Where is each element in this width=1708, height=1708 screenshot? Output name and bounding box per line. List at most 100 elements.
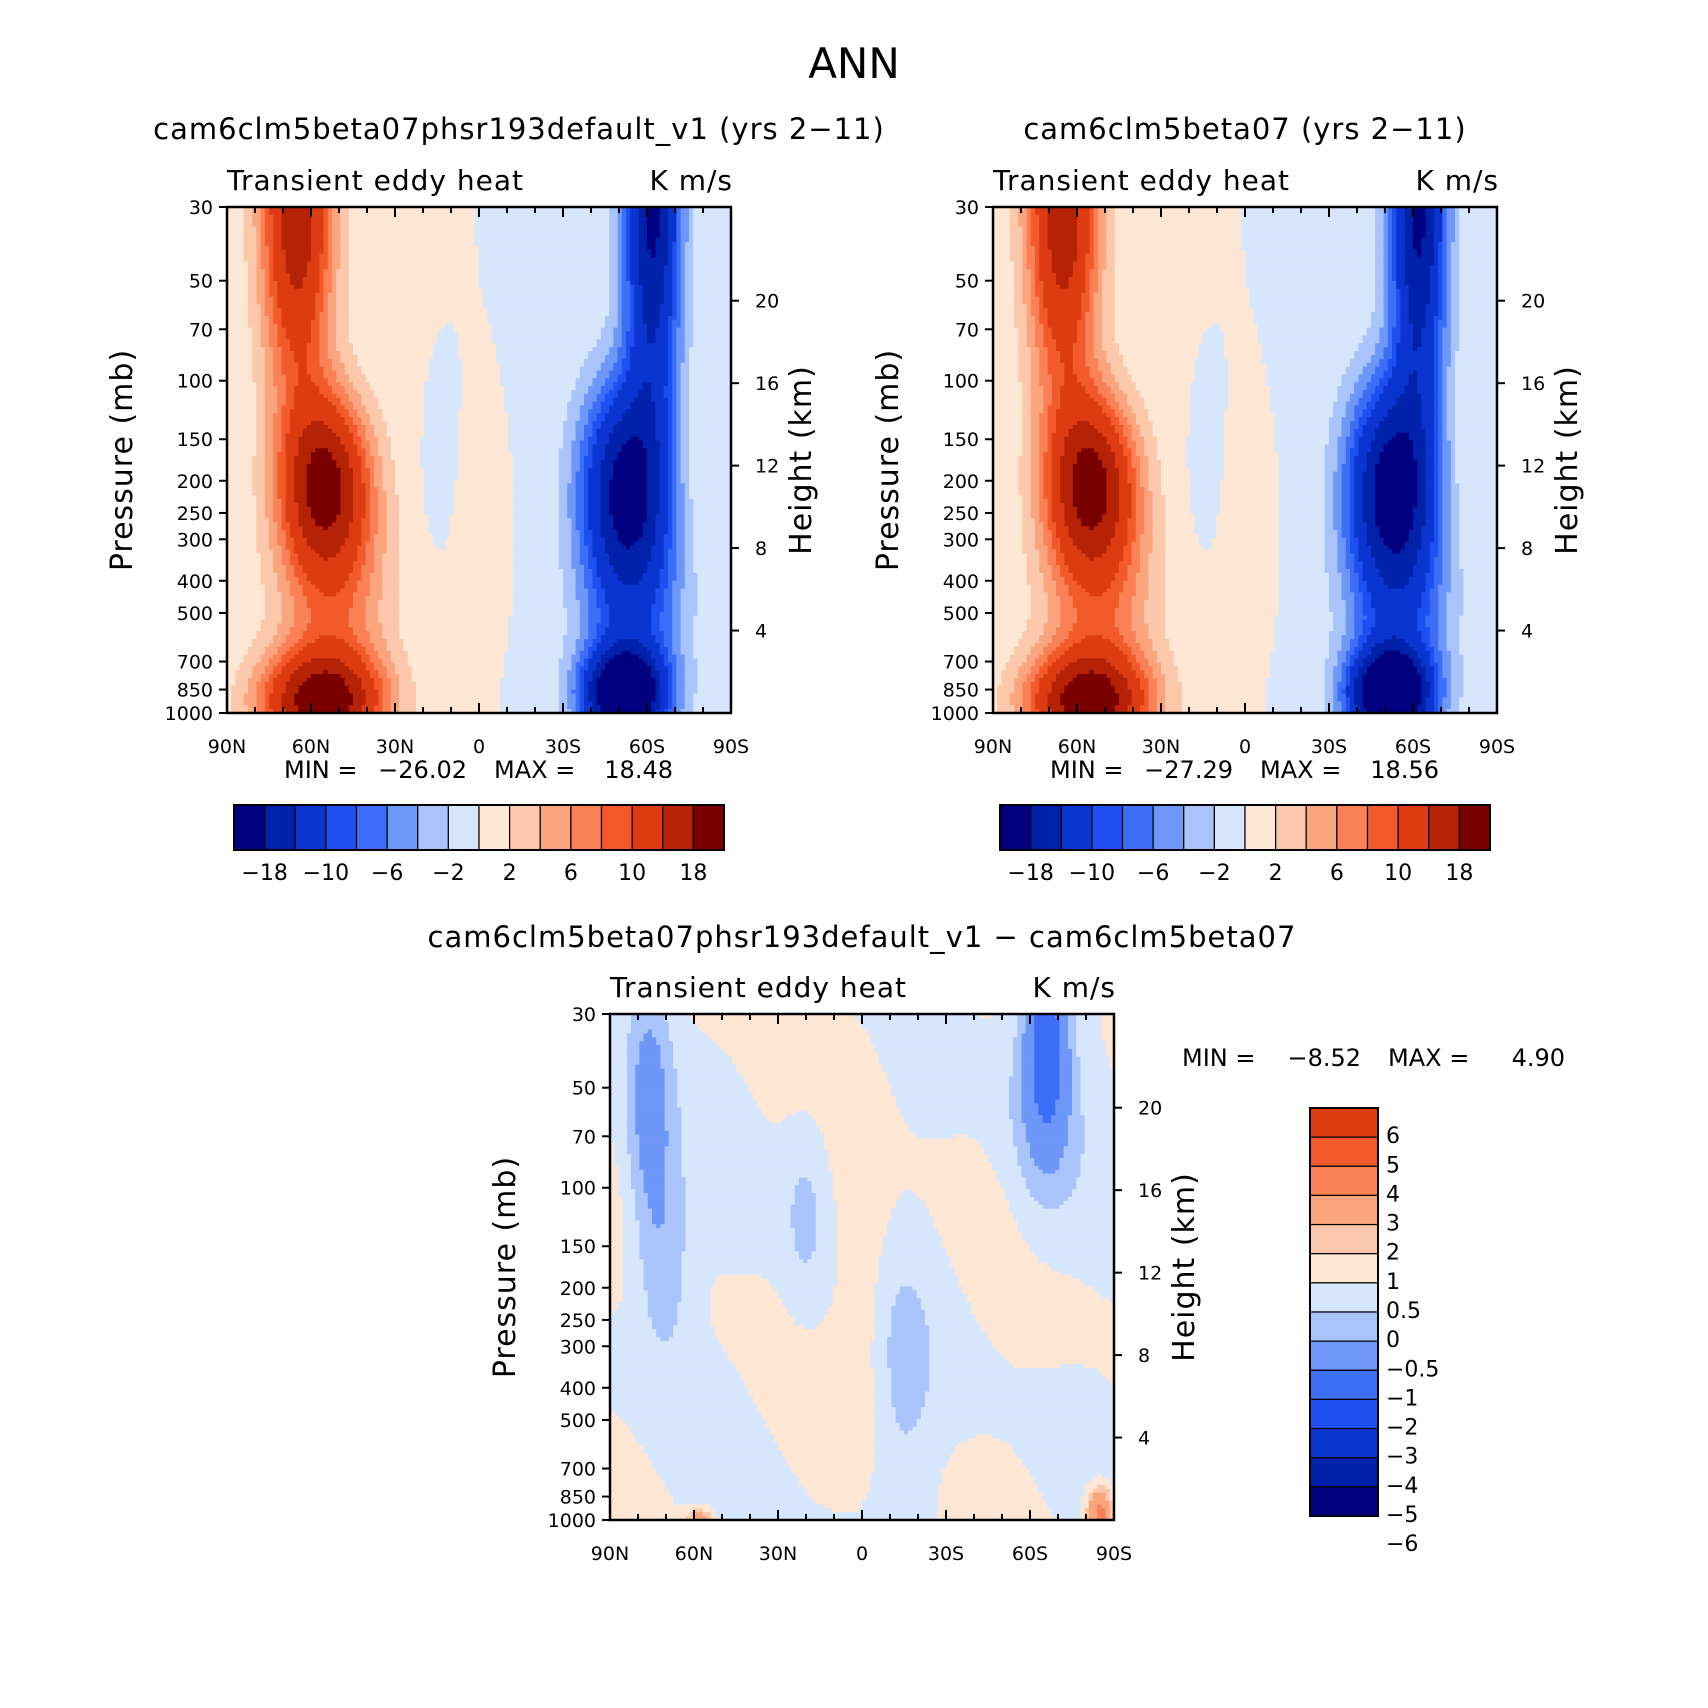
- contour-cell: [1438, 242, 1443, 247]
- contour-cell: [684, 666, 698, 671]
- contour-cell: [684, 584, 698, 590]
- contour-cell: [336, 374, 350, 379]
- contour-cell: [642, 284, 665, 290]
- contour-cell: [323, 234, 329, 239]
- contour-cell: [327, 339, 337, 344]
- contour-cell: [579, 681, 585, 687]
- contour-cell: [647, 463, 661, 469]
- contour-cell: [227, 222, 245, 228]
- contour-cell: [227, 666, 241, 671]
- contour-cell: [663, 607, 673, 613]
- contour-cell: [227, 526, 257, 531]
- contour-cell: [563, 580, 577, 586]
- contour-cell: [672, 354, 677, 360]
- contour-cell: [227, 319, 249, 325]
- contour-cell: [1270, 393, 1338, 399]
- contour-cell: [424, 413, 459, 418]
- contour-cell: [395, 471, 425, 477]
- contour-cell: [365, 428, 375, 434]
- contour-cell: [668, 495, 673, 500]
- contour-cell: [512, 530, 560, 535]
- contour-cell: [668, 323, 673, 329]
- contour-cell: [365, 502, 371, 508]
- contour-cell: [584, 522, 589, 527]
- contour-cell: [411, 670, 505, 675]
- contour-cell: [1396, 226, 1406, 231]
- contour-cell: [264, 366, 274, 372]
- contour-cell: [693, 214, 731, 220]
- contour-cell: [567, 615, 581, 621]
- contour-cell: [626, 249, 631, 255]
- contour-cell: [605, 666, 652, 671]
- contour-cell: [634, 323, 648, 329]
- contour-cell: [378, 693, 383, 699]
- contour-cell: [600, 483, 610, 488]
- contour-cell: [1450, 319, 1460, 325]
- contour-cell: [264, 288, 270, 294]
- contour-cell: [260, 234, 266, 239]
- contour-cell: [1383, 370, 1393, 375]
- contour-cell: [298, 705, 350, 710]
- contour-cell: [227, 642, 253, 648]
- contour-cell: [340, 358, 358, 364]
- contour-cell: [277, 288, 320, 294]
- contour-cell: [1434, 343, 1439, 348]
- contour-cell: [285, 253, 312, 259]
- contour-cell: [386, 541, 400, 547]
- contour-cell: [626, 545, 631, 551]
- contour-cell: [1438, 397, 1443, 403]
- contour-cell: [369, 658, 383, 663]
- contour-cell: [264, 604, 283, 609]
- contour-cell: [227, 495, 257, 500]
- contour-cell: [1106, 214, 1116, 220]
- contour-cell: [340, 588, 358, 593]
- contour-cell: [386, 666, 396, 671]
- contour-cell: [474, 230, 610, 235]
- contour-cell: [248, 315, 262, 321]
- contour-cell: [264, 600, 283, 605]
- contour-cell: [256, 261, 262, 266]
- contour-cell: [378, 405, 425, 410]
- contour-cell: [680, 619, 694, 625]
- contour-cell: [508, 417, 568, 422]
- contour-cell: [1148, 409, 1191, 414]
- contour-cell: [676, 366, 682, 372]
- contour-cell: [663, 288, 673, 294]
- contour-cell: [290, 522, 299, 527]
- contour-cell: [1219, 323, 1259, 329]
- contour-cell: [369, 588, 383, 593]
- contour-cell: [340, 397, 350, 403]
- contour-cell: [659, 627, 673, 632]
- contour-cell: [1459, 277, 1497, 282]
- contour-cell: [1438, 319, 1448, 325]
- contour-cell: [1077, 374, 1091, 379]
- contour-cell: [1228, 393, 1271, 399]
- contour-cell: [1047, 409, 1057, 414]
- contour-cell: [369, 580, 383, 586]
- contour-cell: [600, 366, 614, 372]
- contour-cell: [609, 432, 656, 438]
- contour-cell: [294, 604, 308, 609]
- contour-cell: [676, 261, 682, 266]
- contour-cell: [672, 646, 682, 652]
- contour-cell: [659, 471, 669, 477]
- contour-cell: [512, 487, 560, 492]
- contour-cell: [432, 354, 459, 360]
- contour-cell: [676, 335, 686, 340]
- contour-cell: [630, 351, 669, 356]
- contour-cell: [504, 405, 568, 410]
- contour-cell: [1434, 401, 1439, 407]
- contour-cell: [340, 510, 354, 516]
- contour-cell: [659, 510, 669, 516]
- contour-cell: [273, 428, 283, 434]
- contour-cell: [1085, 257, 1095, 263]
- contour-cell: [655, 697, 661, 702]
- contour-cell: [1396, 214, 1406, 220]
- contour-cell: [260, 580, 278, 586]
- contour-cell: [256, 631, 278, 636]
- contour-cell: [1043, 409, 1049, 414]
- contour-cell: [1114, 280, 1246, 286]
- contour-cell: [1375, 401, 1397, 407]
- contour-cell: [1093, 218, 1099, 224]
- contour-cell: [1442, 386, 1448, 391]
